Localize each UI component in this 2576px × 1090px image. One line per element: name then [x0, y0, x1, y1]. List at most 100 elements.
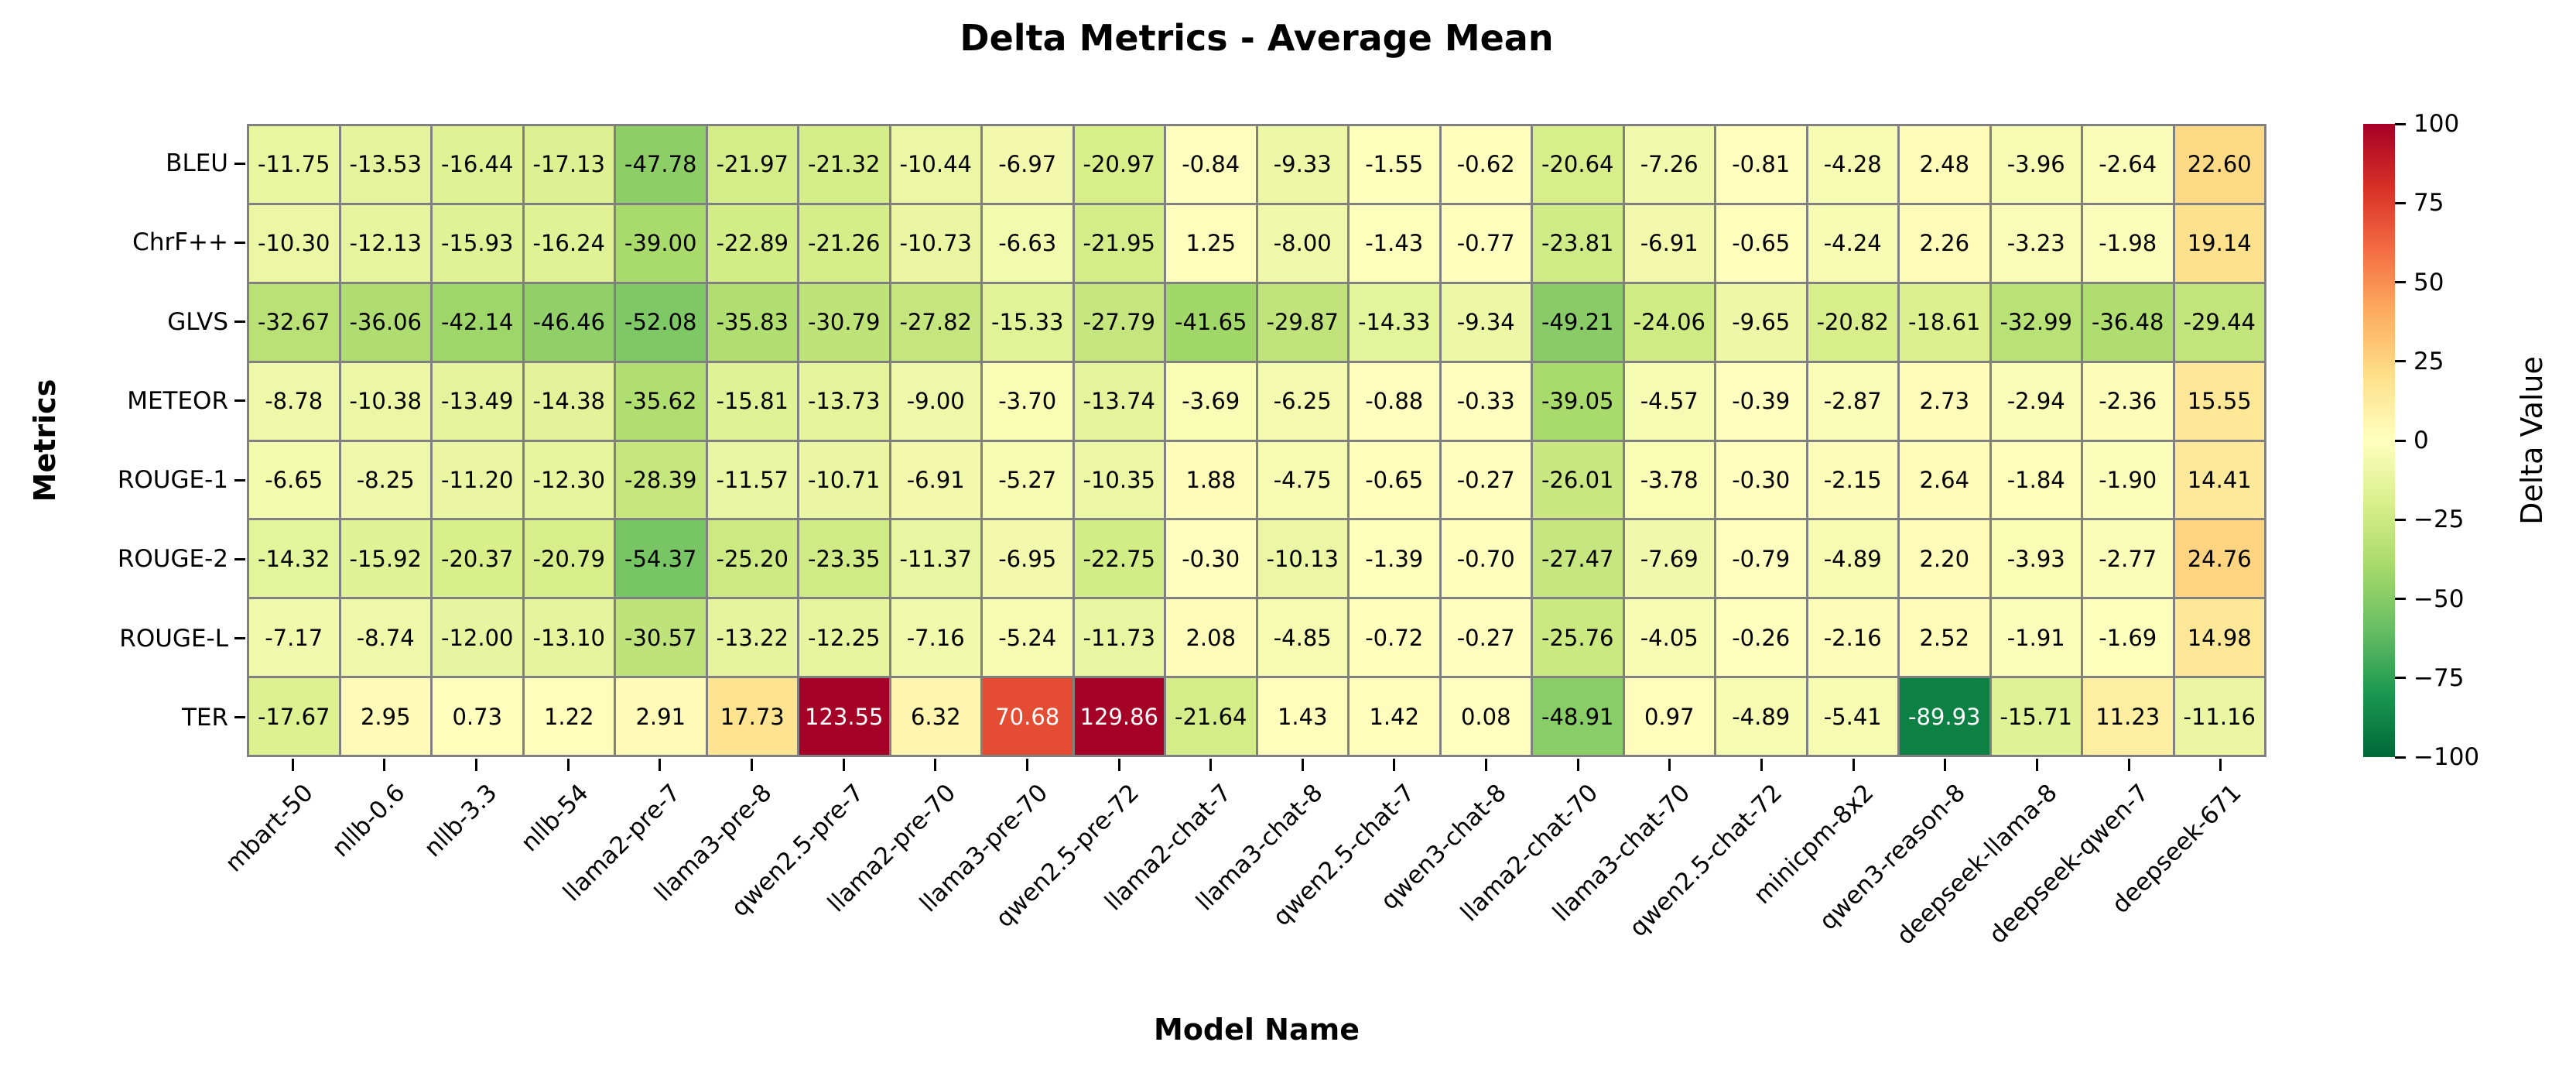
- cell-value: -23.81: [1541, 230, 1614, 257]
- heatmap-cell-METEOR-llama3-chat-8: -6.25: [1257, 362, 1347, 440]
- heatmap-cell-ROUGE-1-llama3-chat-70: -3.78: [1624, 441, 1714, 519]
- heatmap-cell-ROUGE-2-llama3-pre-8: -25.20: [707, 520, 797, 598]
- heatmap-cell-GLVS-llama2-pre-70: -27.82: [891, 283, 980, 361]
- cell-value: -21.64: [1175, 703, 1247, 730]
- cell-value: -2.15: [1823, 466, 1882, 493]
- heatmap-cell-ROUGE-1-mbart-50: -6.65: [249, 441, 339, 519]
- cell-value: -42.14: [441, 309, 514, 336]
- cell-value: -4.75: [1273, 466, 1332, 493]
- cell-value: -4.05: [1640, 624, 1699, 651]
- cell-value: -47.78: [624, 151, 697, 178]
- heatmap-cell-METEOR-llama3-chat-70: -4.57: [1624, 362, 1714, 440]
- colorbar-tick: [2395, 201, 2406, 204]
- heatmap-cell-ROUGE-L-nllb-54: -13.10: [524, 599, 614, 677]
- heatmap-cell-TER-mbart-50: -17.67: [249, 678, 339, 755]
- cell-value: 24.76: [2187, 545, 2252, 572]
- cell-value: -17.13: [532, 151, 606, 178]
- y-tick-label: ROUGE-2: [117, 545, 228, 574]
- cell-value: -10.38: [349, 388, 422, 415]
- cell-value: -39.00: [624, 230, 697, 257]
- cell-value: -0.70: [1456, 545, 1515, 572]
- cell-value: -2.94: [2006, 388, 2065, 415]
- cell-value: -29.87: [1266, 309, 1339, 336]
- heatmap-cell-TER-qwen3-reason-8: -89.93: [1900, 678, 1989, 755]
- heatmap-cell-ChrF++-nllb-0.6: -12.13: [340, 204, 430, 282]
- y-axis-title: Metrics: [28, 379, 62, 502]
- cell-value: -4.28: [1823, 151, 1882, 178]
- heatmap-cell-METEOR-qwen3-chat-8: -0.33: [1441, 362, 1531, 440]
- heatmap-cell-ROUGE-1-llama3-pre-70: -5.27: [983, 441, 1072, 519]
- cell-value: -46.46: [532, 309, 606, 336]
- heatmap-cell-METEOR-llama2-chat-7: -3.69: [1166, 362, 1256, 440]
- cell-value: -0.27: [1456, 466, 1515, 493]
- heatmap-cell-BLEU-mbart-50: -11.75: [249, 126, 339, 203]
- colorbar-title: Delta Value: [2515, 356, 2549, 525]
- cell-value: -6.63: [998, 230, 1057, 257]
- y-tick-label: ChrF++: [132, 228, 228, 257]
- cell-value: -13.73: [808, 388, 881, 415]
- cell-value: -13.49: [441, 388, 514, 415]
- cell-value: -5.24: [998, 624, 1057, 651]
- heatmap-cell-TER-llama2-chat-7: -21.64: [1166, 678, 1256, 755]
- heatmap-cell-GLVS-qwen3-reason-8: -18.61: [1900, 283, 1989, 361]
- heatmap-cell-TER-qwen2.5-pre-7: 123.55: [799, 678, 889, 755]
- heatmap-cell-ChrF++-qwen2.5-chat-72: -0.65: [1716, 204, 1806, 282]
- heatmap-cell-ROUGE-L-nllb-3.3: -12.00: [433, 599, 522, 677]
- heatmap-cell-ROUGE-2-qwen2.5-pre-7: -23.35: [799, 520, 889, 598]
- cell-value: -7.26: [1640, 151, 1699, 178]
- heatmap-cell-ChrF++-deepseek-llama-8: -3.23: [1991, 204, 2081, 282]
- heatmap-cell-ROUGE-1-llama2-pre-7: -28.39: [616, 441, 706, 519]
- cell-value: 2.73: [1919, 388, 1970, 415]
- heatmap-cell-ChrF++-llama3-chat-8: -8.00: [1257, 204, 1347, 282]
- colorbar-tick-label: 25: [2414, 347, 2444, 375]
- cell-value: -1.69: [2099, 624, 2157, 651]
- heatmap-cell-ROUGE-L-qwen2.5-pre-7: -12.25: [799, 599, 889, 677]
- heatmap-cell-GLVS-minicpm-8x2: -20.82: [1808, 283, 1897, 361]
- cell-value: -9.00: [906, 388, 965, 415]
- colorbar-gradient: [2363, 124, 2395, 757]
- cell-value: -25.76: [1541, 624, 1614, 651]
- cell-value: -21.26: [808, 230, 881, 257]
- heatmap-cell-ROUGE-1-qwen3-chat-8: -0.27: [1441, 441, 1531, 519]
- colorbar-tick-label: −50: [2414, 584, 2465, 613]
- cell-value: -0.30: [1182, 545, 1240, 572]
- y-tick-label: BLEU: [166, 149, 228, 178]
- heatmap-cell-BLEU-llama2-chat-7: -0.84: [1166, 126, 1256, 203]
- x-tick: [291, 759, 294, 771]
- cell-value: -13.74: [1083, 388, 1156, 415]
- cell-value: -6.97: [998, 151, 1057, 178]
- cell-value: -23.35: [808, 545, 881, 572]
- heatmap-cell-ROUGE-1-llama2-chat-70: -26.01: [1533, 441, 1623, 519]
- cell-value: -14.32: [258, 545, 330, 572]
- heatmap-cell-METEOR-minicpm-8x2: -2.87: [1808, 362, 1897, 440]
- heatmap-cell-GLVS-nllb-0.6: -36.06: [340, 283, 430, 361]
- heatmap-cell-METEOR-deepseek-671: 15.55: [2174, 362, 2264, 440]
- cell-value: -8.74: [356, 624, 415, 651]
- x-tick-label: nllb-0.6: [327, 779, 411, 863]
- cell-value: -2.36: [2099, 388, 2157, 415]
- y-tick: [234, 399, 245, 403]
- cell-value: -4.89: [1823, 545, 1882, 572]
- cell-value: 22.60: [2187, 151, 2252, 178]
- heatmap-cell-TER-llama3-chat-70: 0.97: [1624, 678, 1714, 755]
- heatmap-cell-GLVS-llama2-pre-7: -52.08: [616, 283, 706, 361]
- cell-value: -21.95: [1083, 230, 1156, 257]
- cell-value: -49.21: [1541, 309, 1614, 336]
- heatmap-cell-ROUGE-1-qwen2.5-chat-72: -0.30: [1716, 441, 1806, 519]
- colorbar-tick: [2395, 518, 2406, 521]
- heatmap-grid: -11.75 -13.53 -16.44 -17.13 -47.78 -21.97 -21.…: [247, 124, 2266, 757]
- cell-value: -11.75: [258, 151, 330, 178]
- y-tick: [234, 320, 245, 324]
- cell-value: -0.39: [1732, 388, 1791, 415]
- heatmap-cell-METEOR-deepseek-qwen-7: -2.36: [2083, 362, 2173, 440]
- heatmap-cell-GLVS-llama3-pre-8: -35.83: [707, 283, 797, 361]
- y-tick: [234, 557, 245, 560]
- cell-value: -13.53: [349, 151, 422, 178]
- x-tick: [1668, 759, 1671, 771]
- heatmap-cell-ROUGE-2-nllb-3.3: -20.37: [433, 520, 522, 598]
- heatmap-cell-ROUGE-L-nllb-0.6: -8.74: [340, 599, 430, 677]
- heatmap-cell-GLVS-nllb-54: -46.46: [524, 283, 614, 361]
- cell-value: 2.95: [360, 703, 411, 730]
- cell-value: -15.93: [441, 230, 514, 257]
- x-tick: [934, 759, 937, 771]
